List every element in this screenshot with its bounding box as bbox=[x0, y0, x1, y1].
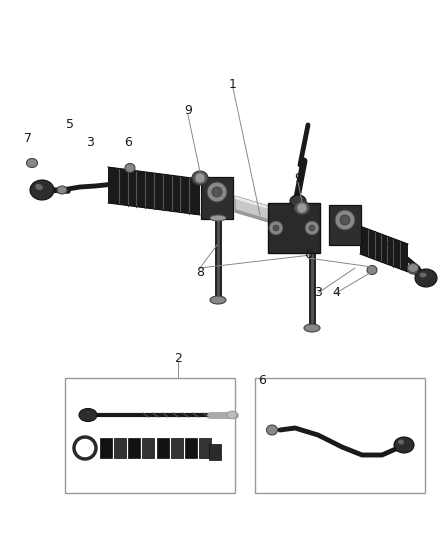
Bar bbox=[100, 438, 112, 458]
Ellipse shape bbox=[210, 215, 226, 221]
Ellipse shape bbox=[367, 265, 377, 274]
Bar bbox=[329, 205, 361, 245]
Circle shape bbox=[207, 182, 227, 202]
Circle shape bbox=[273, 225, 279, 231]
Ellipse shape bbox=[35, 184, 43, 190]
Ellipse shape bbox=[415, 269, 437, 287]
Text: 2: 2 bbox=[174, 351, 182, 365]
Circle shape bbox=[305, 221, 319, 235]
Text: 7: 7 bbox=[386, 241, 394, 254]
Ellipse shape bbox=[398, 440, 404, 445]
Text: 3: 3 bbox=[314, 287, 322, 300]
Bar bbox=[185, 438, 197, 458]
Ellipse shape bbox=[125, 164, 135, 173]
Text: 5: 5 bbox=[66, 118, 74, 132]
Ellipse shape bbox=[57, 186, 67, 194]
Circle shape bbox=[212, 187, 222, 197]
Bar bbox=[156, 438, 169, 458]
Text: 9: 9 bbox=[294, 172, 302, 184]
Ellipse shape bbox=[30, 180, 54, 200]
Text: 3: 3 bbox=[86, 136, 94, 149]
Circle shape bbox=[340, 215, 350, 225]
Ellipse shape bbox=[27, 158, 38, 167]
Ellipse shape bbox=[227, 411, 237, 419]
Circle shape bbox=[269, 221, 283, 235]
Polygon shape bbox=[235, 196, 315, 236]
Ellipse shape bbox=[266, 425, 278, 435]
Ellipse shape bbox=[420, 272, 427, 278]
Text: 1: 1 bbox=[229, 78, 237, 92]
Polygon shape bbox=[235, 209, 315, 236]
Ellipse shape bbox=[408, 266, 418, 274]
Ellipse shape bbox=[192, 171, 208, 185]
Bar bbox=[199, 438, 211, 458]
Ellipse shape bbox=[210, 296, 226, 304]
Ellipse shape bbox=[79, 408, 97, 422]
Bar bbox=[65, 378, 235, 493]
Text: 6: 6 bbox=[304, 247, 312, 261]
Circle shape bbox=[335, 210, 355, 230]
Bar bbox=[201, 177, 233, 219]
Text: 9: 9 bbox=[184, 103, 192, 117]
Circle shape bbox=[195, 173, 205, 183]
Bar bbox=[209, 444, 221, 460]
Bar bbox=[268, 203, 320, 253]
Ellipse shape bbox=[304, 245, 320, 251]
Text: 6: 6 bbox=[258, 374, 266, 386]
Ellipse shape bbox=[407, 263, 418, 272]
Text: 4: 4 bbox=[332, 287, 340, 300]
Ellipse shape bbox=[394, 437, 414, 453]
Ellipse shape bbox=[294, 201, 310, 215]
Bar bbox=[255, 378, 425, 493]
Circle shape bbox=[309, 225, 315, 231]
Bar bbox=[128, 438, 140, 458]
Text: 6: 6 bbox=[124, 136, 132, 149]
Bar bbox=[142, 438, 154, 458]
Circle shape bbox=[297, 203, 307, 213]
Bar bbox=[114, 438, 126, 458]
Text: 8: 8 bbox=[196, 265, 204, 279]
Ellipse shape bbox=[304, 324, 320, 332]
Polygon shape bbox=[235, 196, 315, 223]
Ellipse shape bbox=[290, 195, 306, 207]
Text: 7: 7 bbox=[24, 132, 32, 144]
Bar bbox=[171, 438, 183, 458]
